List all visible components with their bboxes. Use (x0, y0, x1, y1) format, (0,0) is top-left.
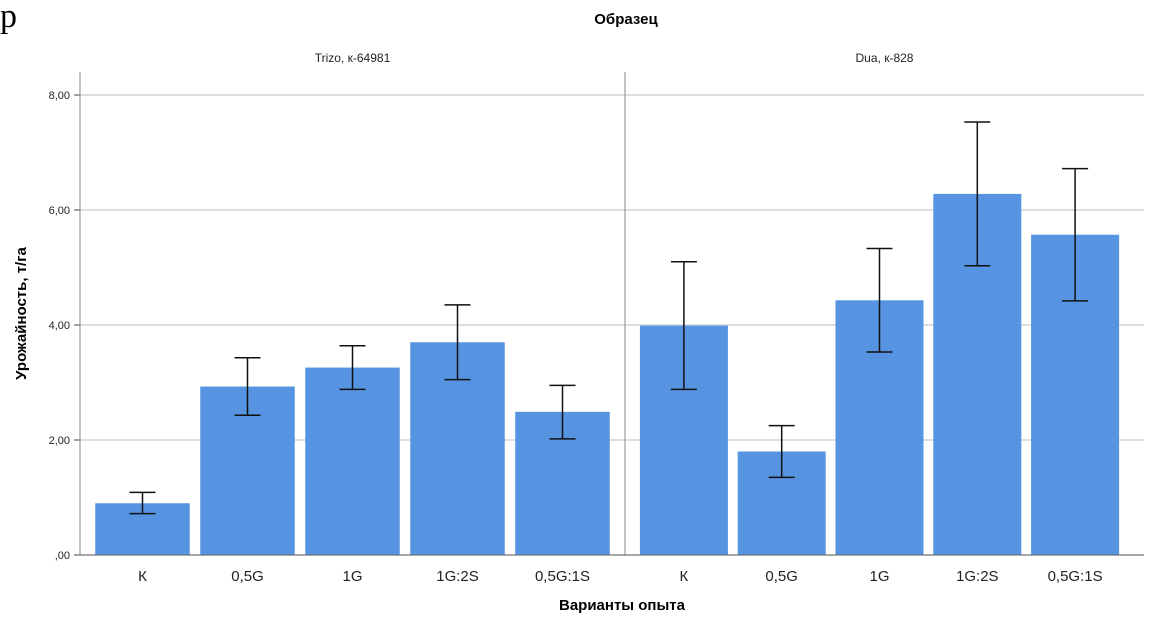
y-axis-label: Урожайность, т/га (13, 247, 30, 380)
x-tick-label: 1G:2S (436, 568, 479, 585)
x-tick-label: 0,5G:1S (535, 568, 590, 585)
x-tick-label: 0,5G (765, 568, 798, 585)
x-tick-label: 1G (342, 568, 362, 585)
panel-title: Trizo, к-64981 (315, 51, 391, 65)
x-tick-label: 0,5G:1S (1048, 568, 1103, 585)
y-tick-label: 2,00 (49, 435, 70, 447)
y-tick-label: 4,00 (49, 320, 70, 332)
panel-title: Dua, к-828 (856, 51, 914, 65)
y-tick-label: 6,00 (49, 205, 70, 217)
bar (305, 367, 400, 555)
x-tick-label: 1G (869, 568, 889, 585)
x-tick-label: К (680, 568, 689, 585)
x-tick-label: 0,5G (231, 568, 264, 585)
y-tick-label: ,00 (55, 550, 70, 562)
cropped-text-fragment: p (0, 0, 17, 35)
y-tick-label: 8,00 (49, 90, 70, 102)
x-axis-label: Варианты опыта (559, 597, 686, 614)
x-tick-label: К (138, 568, 147, 585)
chart-title: Образец (594, 11, 658, 28)
x-tick-label: 1G:2S (956, 568, 999, 585)
